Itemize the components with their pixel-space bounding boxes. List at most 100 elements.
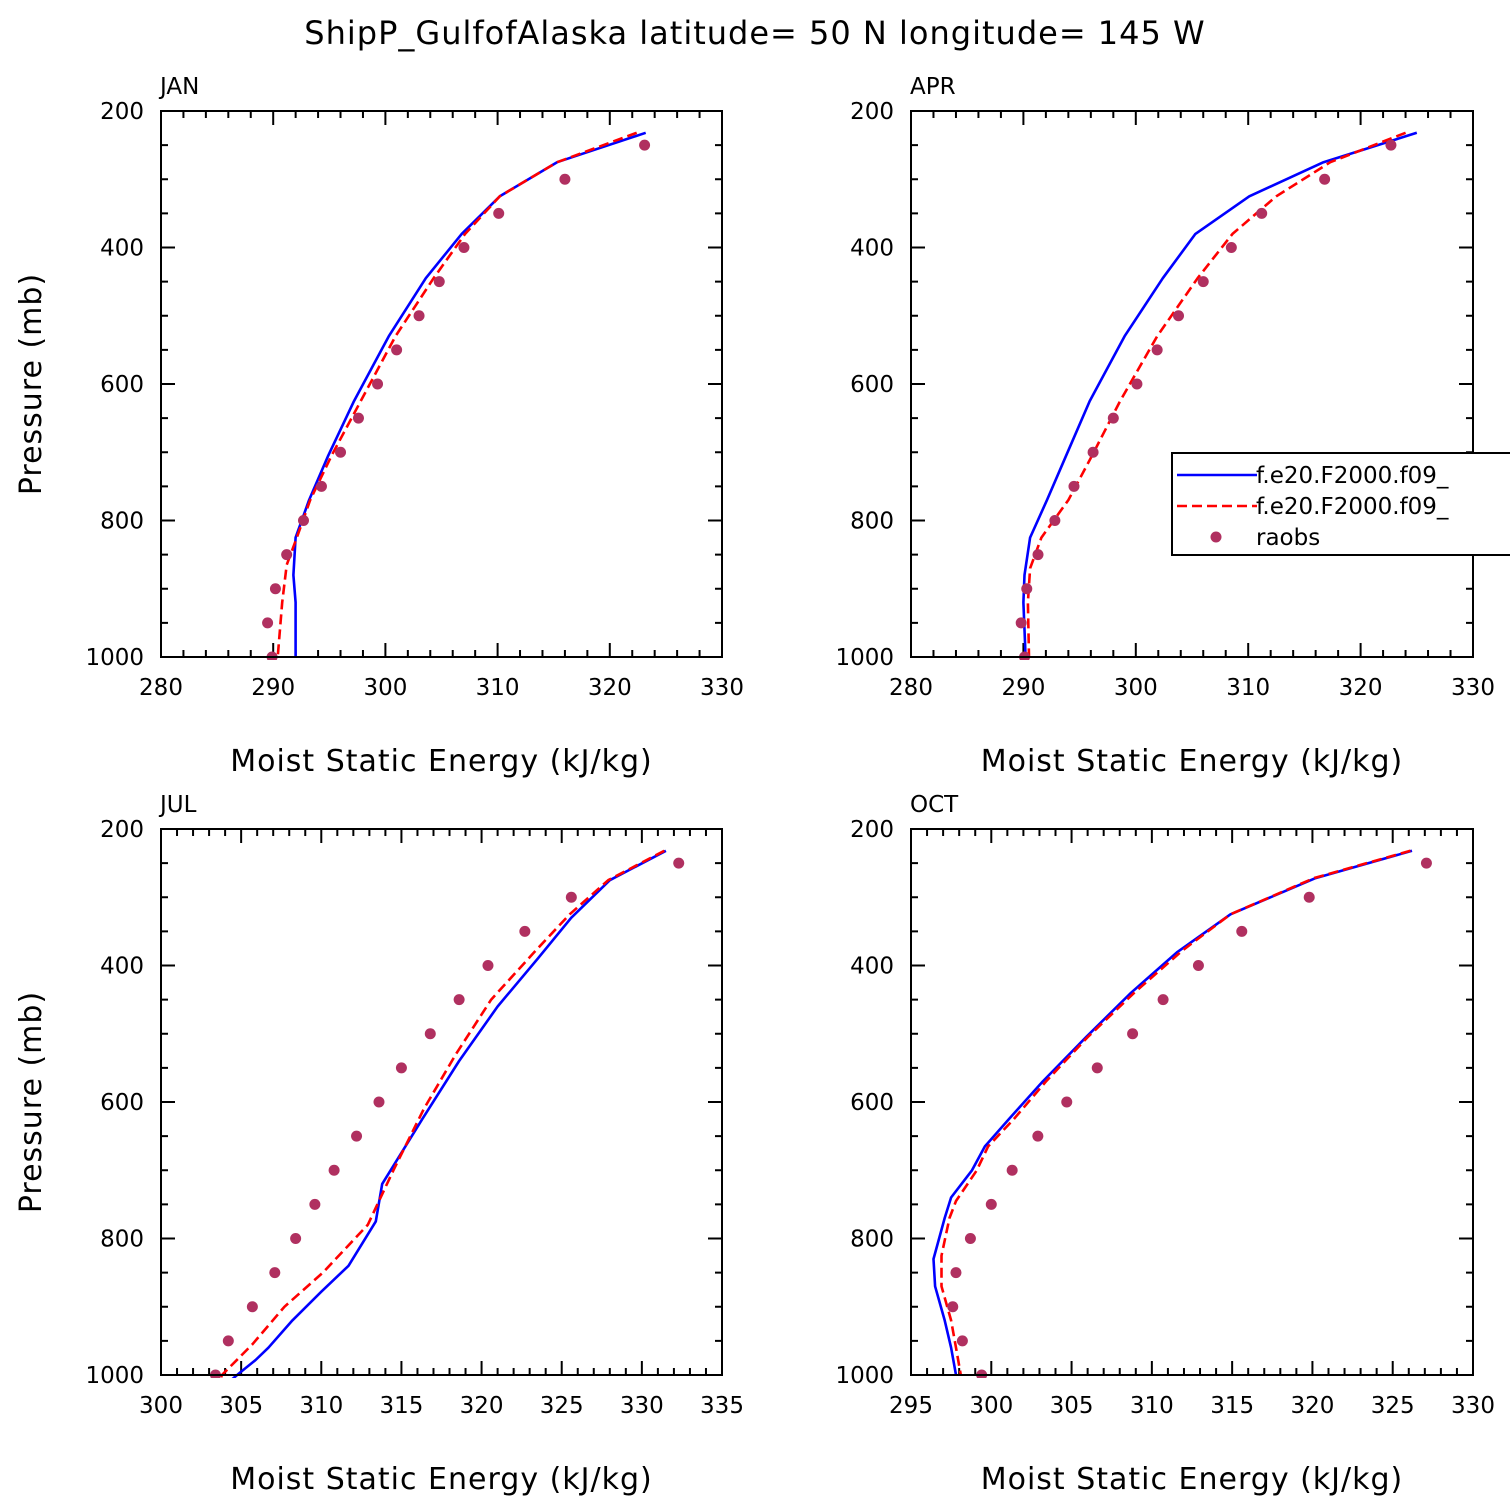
y-tick-label: 200: [850, 817, 894, 843]
raobs-point: [372, 378, 384, 390]
legend: f.e20.F2000.f09_ f.e20.F2000.f09_raobs: [1171, 452, 1510, 556]
raobs-point: [673, 857, 685, 869]
x-axis-label: Moist Static Energy (kJ/kg): [230, 744, 653, 779]
panel-oct: OCT 295 300 305 310 315 320 325 330 200 400 600 800 1…: [835, 792, 1495, 1497]
y-axis-label: Pressure (mb): [14, 991, 49, 1213]
y-tick-label: 800: [850, 509, 894, 535]
panels: JAN 280 290 300 310 320 330 200 400 600 800 1000 Moi…: [14, 74, 1495, 1497]
x-tick-label: 320: [588, 675, 632, 701]
raobs-point: [1127, 1028, 1139, 1040]
x-tick-label: 300: [969, 1393, 1013, 1419]
x-tick-label: 330: [1451, 1393, 1495, 1419]
x-tick-label: 290: [251, 675, 295, 701]
y-tick-label: 1000: [85, 1363, 144, 1389]
dashed-series-line: [940, 849, 1411, 1376]
solid-series-line: [1022, 131, 1418, 658]
raobs-point: [1256, 207, 1268, 219]
raobs-point: [373, 1096, 385, 1108]
raobs-point: [458, 242, 470, 253]
raobs-point: [315, 480, 327, 492]
x-tick-label: 320: [1290, 1393, 1334, 1419]
raobs-point: [1068, 480, 1080, 492]
legend-label: f.e20.F2000.f09_: [1256, 494, 1449, 520]
x-axis-label: Moist Static Energy (kJ/kg): [981, 744, 1404, 779]
raobs-point: [1420, 857, 1432, 869]
raobs-point: [413, 310, 425, 322]
panel-label: APR: [910, 74, 956, 100]
x-tick-label: 315: [1210, 1393, 1254, 1419]
raobs-point: [1319, 173, 1331, 185]
panel-label: JAN: [158, 74, 199, 100]
y-tick-label: 600: [100, 372, 144, 398]
y-tick-label: 600: [850, 372, 894, 398]
y-tick-label: 400: [100, 954, 144, 980]
y-tick-label: 600: [850, 1090, 894, 1116]
axis-ticks: [160, 110, 723, 658]
x-tick-label: 295: [889, 1393, 933, 1419]
y-tick-label: 800: [850, 1227, 894, 1253]
plot-frame: [160, 828, 723, 1376]
raobs-point: [559, 173, 571, 185]
y-tick-label: 200: [100, 99, 144, 125]
raobs-point: [1032, 1130, 1044, 1142]
x-tick-label: 335: [700, 1393, 744, 1419]
x-tick-label: 310: [1130, 1393, 1174, 1419]
raobs-point: [1303, 891, 1315, 903]
legend-label: f.e20.F2000.f09_: [1256, 463, 1449, 489]
raobs-point: [297, 515, 309, 526]
plot-frame: [910, 828, 1474, 1376]
raobs-point: [1061, 1096, 1073, 1108]
legend-box: [1171, 452, 1510, 556]
x-axis-label: Moist Static Energy (kJ/kg): [230, 1462, 653, 1497]
dashed-series-line: [1026, 131, 1407, 658]
x-tick-label: 305: [219, 1393, 263, 1419]
x-tick-label: 330: [700, 675, 744, 701]
raobs-point: [639, 139, 651, 151]
raobs-point: [1173, 310, 1185, 322]
raobs-point: [1157, 994, 1169, 1006]
raobs-point: [262, 617, 274, 629]
raobs-point: [1015, 617, 1027, 629]
raobs-point: [947, 1301, 959, 1313]
raobs-point: [482, 960, 494, 971]
y-tick-label: 1000: [85, 645, 144, 671]
series-group: [262, 131, 651, 660]
raobs-point: [565, 891, 577, 903]
raobs-point: [950, 1267, 962, 1279]
raobs-point: [985, 1198, 997, 1210]
y-tick-label: 200: [850, 99, 894, 125]
raobs-point: [309, 1198, 321, 1210]
raobs-point: [391, 344, 403, 356]
raobs-point: [1192, 960, 1204, 971]
x-tick-label: 300: [1114, 675, 1158, 701]
x-tick-label: 300: [363, 675, 407, 701]
raobs-point: [1131, 378, 1143, 390]
raobs-point: [351, 1130, 363, 1142]
raobs-point: [453, 994, 465, 1006]
raobs-point: [328, 1164, 340, 1176]
x-tick-label: 320: [460, 1393, 504, 1419]
raobs-point: [1107, 412, 1119, 424]
panel-apr: APR 280 290 300 310 320 330 200 400 600 800 1000 Moi…: [835, 74, 1495, 779]
panel-jan: JAN 280 290 300 310 320 330 200 400 600 800 1000 Moi…: [14, 74, 744, 779]
x-tick-label: 310: [299, 1393, 343, 1419]
series-group: [209, 849, 685, 1378]
raobs-point: [1225, 242, 1237, 253]
raobs-point: [956, 1335, 968, 1347]
y-tick-label: 800: [100, 509, 144, 535]
x-tick-label: 325: [1371, 1393, 1415, 1419]
raobs-point: [1197, 276, 1209, 288]
legend-label: raobs: [1256, 525, 1320, 551]
series-group: [1015, 131, 1418, 660]
x-tick-label: 325: [540, 1393, 584, 1419]
x-tick-label: 310: [476, 675, 520, 701]
y-tick-label: 400: [850, 954, 894, 980]
raobs-point: [222, 1335, 234, 1347]
raobs-point: [1236, 925, 1248, 937]
y-tick-label: 600: [100, 1090, 144, 1116]
panel-jul: JUL 300 305 310 315 320 325 330 335 200 400 600 800 1…: [14, 792, 744, 1497]
dashed-series-line: [276, 131, 638, 658]
raobs-point: [335, 446, 347, 458]
dashed-series-line: [219, 849, 665, 1378]
